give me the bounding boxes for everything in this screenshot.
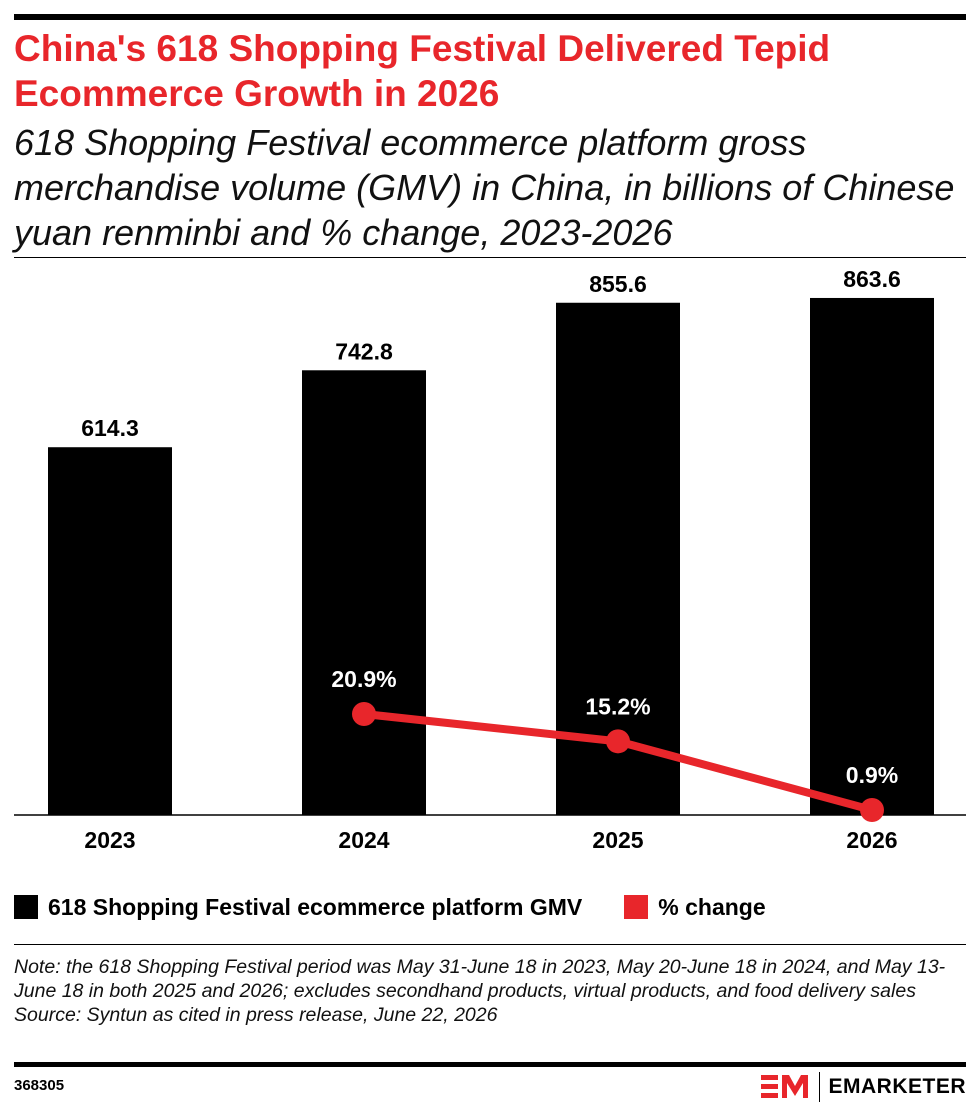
header-divider	[14, 257, 966, 258]
combo-chart: 614.3 2023 742.8 2024 855.6 2025 863.6 2026 20.9…	[14, 266, 966, 853]
brand-logo: EMARKETER	[760, 1072, 966, 1102]
legend-item-gmv: 618 Shopping Festival ecommerce platform…	[14, 894, 582, 921]
legend-label-gmv: 618 Shopping Festival ecommerce platform…	[48, 893, 583, 920]
bar-2026	[810, 297, 934, 816]
footnote: Note: the 618 Shopping Festival period w…	[14, 955, 964, 1027]
bar-value-label-2025: 855.6	[589, 271, 647, 297]
bar-value-label-2023: 614.3	[81, 415, 139, 441]
x-tick-label-2026: 2026	[846, 827, 897, 853]
percent-label-2024: 20.9%	[331, 666, 396, 692]
legend: 618 Shopping Festival ecommerce platform…	[14, 892, 808, 922]
bottom-rule	[14, 1062, 966, 1067]
percent-label-2025: 15.2%	[585, 693, 650, 719]
chart-id: 368305	[14, 1077, 65, 1094]
bar-2023	[48, 447, 172, 815]
percent-point-2025	[606, 729, 630, 754]
chart-subtitle: 618 Shopping Festival ecommerce platform…	[14, 122, 955, 253]
x-tick-label-2025: 2025	[592, 827, 643, 853]
source-text: Source: Syntun as cited in press release…	[14, 1004, 498, 1026]
bar-value-label-2026: 863.6	[843, 266, 901, 292]
brand-name: EMARKETER	[828, 1075, 966, 1098]
legend-item-change: % change	[624, 893, 766, 921]
em-logo-icon	[760, 1075, 808, 1098]
percent-point-2026	[860, 797, 884, 822]
top-rule	[14, 14, 966, 20]
legend-swatch-gmv	[14, 895, 38, 919]
brand-separator	[818, 1072, 821, 1102]
note-text: Note: the 618 Shopping Festival period w…	[14, 956, 946, 1002]
bar-2024	[302, 370, 426, 815]
x-tick-label-2023: 2023	[84, 827, 135, 853]
footer-divider	[14, 944, 966, 945]
chart-title: China's 618 Shopping Festival Delivered …	[14, 28, 831, 114]
percent-label-2026: 0.9%	[846, 762, 898, 788]
bar-value-label-2024: 742.8	[335, 338, 393, 364]
percent-point-2024	[352, 701, 376, 726]
legend-swatch-change	[624, 895, 649, 919]
legend-label-change: % change	[658, 893, 766, 920]
x-tick-label-2024: 2024	[338, 827, 389, 853]
